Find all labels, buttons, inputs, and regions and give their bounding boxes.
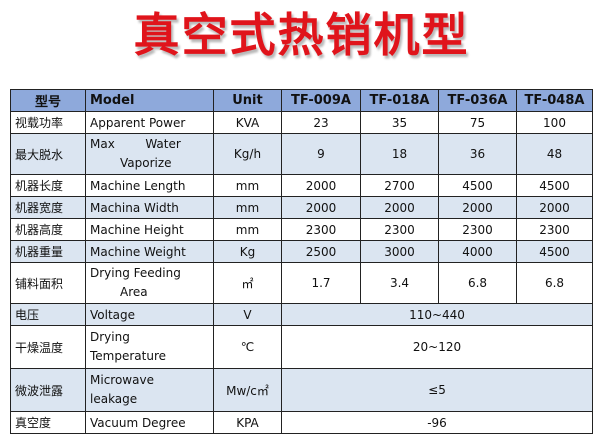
table-cell: 2000 [516, 196, 593, 219]
table-cell: 9 [281, 133, 361, 175]
header-model-tf036a: TF-036A [438, 89, 517, 112]
row-label-zh: 视载功率 [10, 111, 86, 134]
row-label-zh: 微波泄露 [10, 368, 86, 412]
row-label-en: Machine Length [85, 174, 214, 197]
table-cell: 23 [281, 111, 361, 134]
table-cell: 1.7 [281, 262, 361, 304]
table-cell: 36 [438, 133, 517, 175]
row-unit: mm [213, 218, 282, 241]
table-cell: 6.8 [438, 262, 517, 304]
table-header-row: 型号 Model Unit TF-009A TF-018A TF-036A TF… [10, 89, 593, 112]
row-unit: Kg/h [213, 133, 282, 175]
row-unit: ㎡ [213, 262, 282, 304]
row-label-zh: 干燥温度 [10, 325, 86, 369]
table-row: 机器高度 Machine Height mm 2300 2300 2300 23… [10, 218, 593, 241]
table-cell-merged: -96 [281, 411, 593, 434]
table-cell: 3.4 [360, 262, 439, 304]
row-label-en: Voltage [85, 303, 214, 326]
table-row: 干燥温度 Drying Temperature ℃ 20~120 [10, 325, 593, 369]
row-label-zh: 机器长度 [10, 174, 86, 197]
row-label-zh: 真空度 [10, 411, 86, 434]
row-label-en: Microwave leakage [85, 368, 214, 412]
row-label-en-line2: Temperature [90, 349, 167, 363]
table-cell: 4500 [438, 174, 517, 197]
table-row: 机器长度 Machine Length mm 2000 2700 4500 45… [10, 174, 593, 197]
row-label-en: Machine Height [85, 218, 214, 241]
table-row: 电压 Voltage V 110~440 [10, 303, 593, 326]
row-label-en: Max Water Vaporize [85, 133, 214, 175]
row-label-en-line2: leakage [90, 392, 138, 406]
row-label-en-line1: Drying [90, 330, 130, 344]
row-label-zh: 最大脱水 [10, 133, 86, 175]
spec-table: 型号 Model Unit TF-009A TF-018A TF-036A TF… [10, 89, 593, 434]
table-row: 视载功率 Apparent Power KVA 23 35 75 100 [10, 111, 593, 134]
table-cell: 2000 [281, 196, 361, 219]
table-cell: 75 [438, 111, 517, 134]
table-cell: 2300 [438, 218, 517, 241]
row-unit: mm [213, 174, 282, 197]
table-row: 最大脱水 Max Water Vaporize Kg/h 9 18 36 48 [10, 133, 593, 175]
table-cell-merged: ≤5 [281, 368, 593, 412]
table-cell: 48 [516, 133, 593, 175]
table-cell: 2000 [438, 196, 517, 219]
row-label-zh: 铺料面积 [10, 262, 86, 304]
table-cell: 2000 [281, 174, 361, 197]
table-cell: 2300 [360, 218, 439, 241]
row-unit: mm [213, 196, 282, 219]
header-model-tf009a: TF-009A [281, 89, 361, 112]
table-cell: 2000 [360, 196, 439, 219]
table-row: 铺料面积 Drying Feeding Area ㎡ 1.7 3.4 6.8 6… [10, 262, 593, 304]
row-label-en: Machine Weight [85, 240, 214, 263]
row-label-en-line2: Area [120, 285, 148, 299]
row-label-en: Apparent Power [85, 111, 214, 134]
table-row: 机器重量 Machine Weight Kg 2500 3000 4000 45… [10, 240, 593, 263]
table-cell: 35 [360, 111, 439, 134]
page-title: 真空式热销机型 [133, 8, 470, 62]
table-cell: 4500 [516, 174, 593, 197]
header-model-tf048a: TF-048A [516, 89, 593, 112]
header-unit: Unit [213, 89, 282, 112]
row-label-zh: 机器宽度 [10, 196, 86, 219]
row-label-en: Drying Feeding Area [85, 262, 214, 304]
table-row: 机器宽度 Machina Width mm 2000 2000 2000 200… [10, 196, 593, 219]
row-label-en: Drying Temperature [85, 325, 214, 369]
row-label-en-line2: Vaporize [120, 156, 172, 170]
table-cell-merged: 110~440 [281, 303, 593, 326]
table-cell: 2300 [516, 218, 593, 241]
row-label-en: Machina Width [85, 196, 214, 219]
table-cell: 100 [516, 111, 593, 134]
table-cell: 2500 [281, 240, 361, 263]
row-label-zh: 电压 [10, 303, 86, 326]
table-cell: 2700 [360, 174, 439, 197]
table-cell: 2300 [281, 218, 361, 241]
row-unit: Kg [213, 240, 282, 263]
table-cell: 18 [360, 133, 439, 175]
row-unit: Mw/c㎡ [213, 368, 282, 412]
table-cell: 4500 [516, 240, 593, 263]
table-cell: 3000 [360, 240, 439, 263]
table-row: 真空度 Vacuum Degree KPA -96 [10, 411, 593, 434]
row-unit: KPA [213, 411, 282, 434]
row-unit: KVA [213, 111, 282, 134]
row-label-en-line1: Microwave [90, 373, 154, 387]
row-label-en-line1: Max Water [90, 137, 181, 151]
row-unit: V [213, 303, 282, 326]
table-row: 微波泄露 Microwave leakage Mw/c㎡ ≤5 [10, 368, 593, 412]
table-cell: 6.8 [516, 262, 593, 304]
header-model-tf018a: TF-018A [360, 89, 439, 112]
row-label-zh: 机器高度 [10, 218, 86, 241]
row-label-zh: 机器重量 [10, 240, 86, 263]
row-unit: ℃ [213, 325, 282, 369]
header-model-zh: 型号 [10, 89, 86, 112]
table-cell-merged: 20~120 [281, 325, 593, 369]
table-cell: 4000 [438, 240, 517, 263]
row-label-en-line1: Drying Feeding [90, 266, 181, 280]
row-label-en: Vacuum Degree [85, 411, 214, 434]
header-model-en: Model [85, 89, 214, 112]
